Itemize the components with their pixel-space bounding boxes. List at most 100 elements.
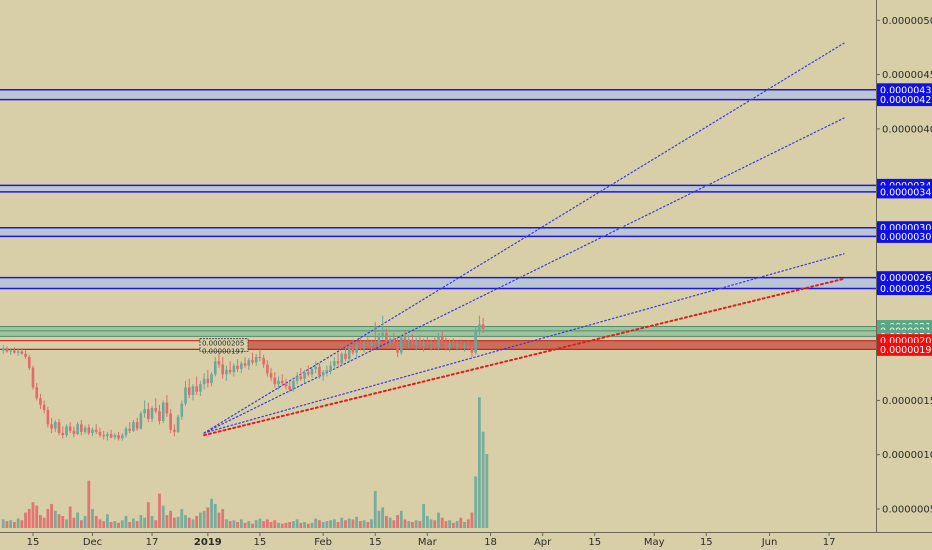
candle-body: [39, 398, 42, 405]
volume-bar: [165, 515, 169, 528]
svg-text:0.00000342: 0.00000342: [880, 187, 932, 198]
candle-body: [321, 372, 325, 376]
candle-body: [262, 358, 265, 365]
volume-bar: [306, 523, 310, 528]
candle-body: [247, 360, 251, 366]
volume-bar: [128, 521, 132, 528]
volume-bar: [280, 523, 284, 528]
candle-body: [437, 336, 440, 348]
trendline-blue-dotted: [203, 42, 845, 434]
volume-bar: [388, 517, 392, 528]
candle-body: [31, 367, 35, 388]
candle-body: [232, 365, 236, 373]
volume-bar: [403, 519, 407, 528]
candle-body: [292, 380, 295, 390]
candle-body: [266, 364, 269, 374]
candle-body: [355, 345, 358, 353]
candle-body: [213, 361, 217, 375]
volume-bar: [332, 519, 336, 528]
volume-layer: [1, 397, 489, 528]
volume-bar: [470, 512, 474, 528]
support-zone-red: [248, 340, 876, 350]
volume-bar: [39, 515, 42, 528]
candle-body: [392, 338, 396, 343]
candle-body: [284, 383, 288, 387]
candle-body: [150, 408, 154, 419]
price-axis[interactable]: 0.00000500 0.00000450 0.00000400 0.00000150…: [876, 16, 932, 516]
volume-bar: [385, 515, 388, 528]
candle-body: [202, 378, 206, 385]
price-tick-label: 0.00000150: [882, 396, 932, 407]
volume-bar: [98, 519, 102, 528]
candle-body: [429, 342, 433, 344]
time-tick-label: 17: [146, 537, 159, 548]
time-tick-label: 2019: [194, 537, 222, 548]
volume-bar: [254, 520, 258, 528]
resistance-zone: [0, 185, 876, 192]
volume-bar: [347, 518, 351, 528]
volume-bar: [53, 510, 57, 528]
volume-bar: [206, 507, 210, 528]
candle-body: [481, 324, 485, 329]
candle-body: [448, 342, 451, 349]
resistance-zone: [0, 277, 876, 289]
candle-body: [13, 350, 16, 353]
candle-body: [124, 428, 128, 436]
volume-bar: [284, 522, 288, 528]
volume-bar: [340, 517, 344, 528]
candle-body: [57, 422, 61, 433]
red-zone-price-tag: 0.00000197: [877, 342, 932, 356]
svg-text:0.00000263: 0.00000263: [880, 273, 932, 284]
candle-body: [433, 342, 437, 348]
time-tick-label: 17: [823, 537, 836, 548]
volume-bar: [13, 521, 16, 528]
resistance-price-tag: 0.00000263: [877, 271, 932, 285]
volume-bar: [295, 519, 299, 528]
volume-bar: [466, 519, 470, 528]
volume-bar: [20, 520, 24, 528]
candle-body: [251, 360, 254, 363]
volume-bar: [373, 491, 377, 528]
candle-body: [336, 361, 340, 364]
volume-bar: [199, 512, 202, 528]
volume-bar: [195, 515, 199, 528]
volume-bar: [459, 517, 463, 528]
candle-body: [143, 409, 146, 414]
volume-bar: [396, 515, 399, 528]
volume-bar: [210, 498, 213, 528]
svg-text:0.00000205: 0.00000205: [880, 336, 932, 347]
price-tick-label: 0.00000500: [882, 16, 932, 27]
volume-bar: [262, 521, 266, 528]
candle-body: [180, 403, 184, 417]
candle-body: [98, 431, 102, 436]
candle-body: [414, 340, 418, 346]
candle-body: [426, 341, 429, 344]
candle-body: [362, 342, 366, 349]
candle-body: [359, 345, 362, 349]
resistance-zone: [0, 227, 876, 237]
candle-body: [347, 347, 351, 360]
volume-bar: [377, 510, 381, 528]
volume-bar: [310, 522, 314, 528]
candle-body: [373, 341, 377, 344]
volume-bar: [42, 517, 46, 528]
candle-body: [306, 372, 310, 375]
zone-inline-label: 0.00000197: [202, 348, 244, 356]
volume-bar: [106, 514, 109, 528]
candle-body: [9, 350, 12, 352]
volume-bar: [83, 515, 87, 528]
candle-body: [344, 353, 347, 360]
time-axis[interactable]: 15 Dec 17 2019 15 Feb 15 Mar 18 Apr 15 May 15 Jun 17: [27, 532, 836, 548]
svg-text:0.00000427: 0.00000427: [880, 95, 932, 106]
volume-bar: [258, 518, 262, 528]
volume-bar: [117, 522, 120, 528]
candle-body: [27, 356, 31, 368]
candle-body: [314, 366, 318, 369]
volume-bar: [184, 515, 187, 528]
volume-bar: [187, 517, 191, 528]
candle-body: [76, 424, 79, 435]
candle-body: [463, 345, 466, 348]
resistance-zone: [0, 89, 876, 100]
